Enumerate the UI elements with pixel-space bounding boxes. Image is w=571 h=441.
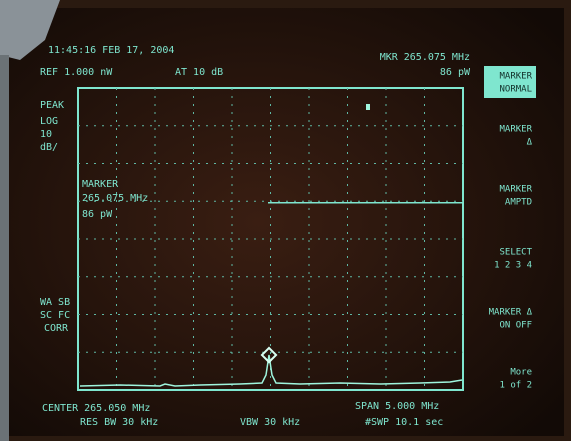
- softkey-label[interactable]: 1 2 3 4: [494, 261, 532, 271]
- softkey-label[interactable]: AMPTD: [505, 198, 532, 208]
- softkey-label[interactable]: MARKER Δ: [489, 308, 533, 318]
- sweep: #SWP 10.1 sec: [365, 417, 443, 428]
- softkey-label[interactable]: More: [510, 368, 532, 378]
- scale-label: dB/: [40, 142, 58, 153]
- softkey-label[interactable]: NORMAL: [499, 85, 532, 95]
- marker-readout: MKR 265.075 MHz: [380, 52, 470, 63]
- vbw: VBW 30 kHz: [240, 417, 300, 428]
- page: 11:45:16 FEB 17, 2004 REF 1.000 nW AT 10…: [0, 0, 571, 441]
- correction: SC FC: [40, 310, 70, 321]
- display-line: [268, 202, 463, 204]
- scale-label: LOG: [40, 116, 58, 127]
- softkey-label[interactable]: ON OFF: [499, 321, 532, 331]
- marker-box: MARKER: [82, 179, 119, 190]
- correction: WA SB: [40, 297, 70, 308]
- softkey-label[interactable]: SELECT: [499, 248, 532, 258]
- marker-box: 265.075 MHz: [82, 193, 148, 204]
- correction: CORR: [44, 323, 69, 334]
- res-bw: RES BW 30 kHz: [80, 417, 158, 428]
- frame-edge: [0, 55, 9, 441]
- dot: [366, 104, 370, 110]
- marker-level: 86 pW: [440, 67, 471, 78]
- attenuation: AT 10 dB: [175, 67, 223, 78]
- ref-level: REF 1.000 nW: [40, 67, 113, 78]
- timestamp: 11:45:16 FEB 17, 2004: [48, 45, 174, 56]
- marker-box: 86 pW: [82, 209, 113, 220]
- softkey-label[interactable]: MARKER: [499, 72, 532, 82]
- softkey-label[interactable]: MARKER: [499, 185, 532, 195]
- span: SPAN 5.000 MHz: [355, 401, 439, 412]
- scale-label: PEAK: [40, 100, 64, 111]
- center-freq: CENTER 265.050 MHz: [42, 403, 150, 414]
- softkey-label[interactable]: MARKER: [499, 125, 532, 135]
- scale-label: 10: [40, 129, 52, 140]
- screen-photo: 11:45:16 FEB 17, 2004 REF 1.000 nW AT 10…: [0, 0, 571, 441]
- softkey-label[interactable]: Δ: [527, 138, 533, 148]
- softkey-label[interactable]: 1 of 2: [499, 381, 532, 391]
